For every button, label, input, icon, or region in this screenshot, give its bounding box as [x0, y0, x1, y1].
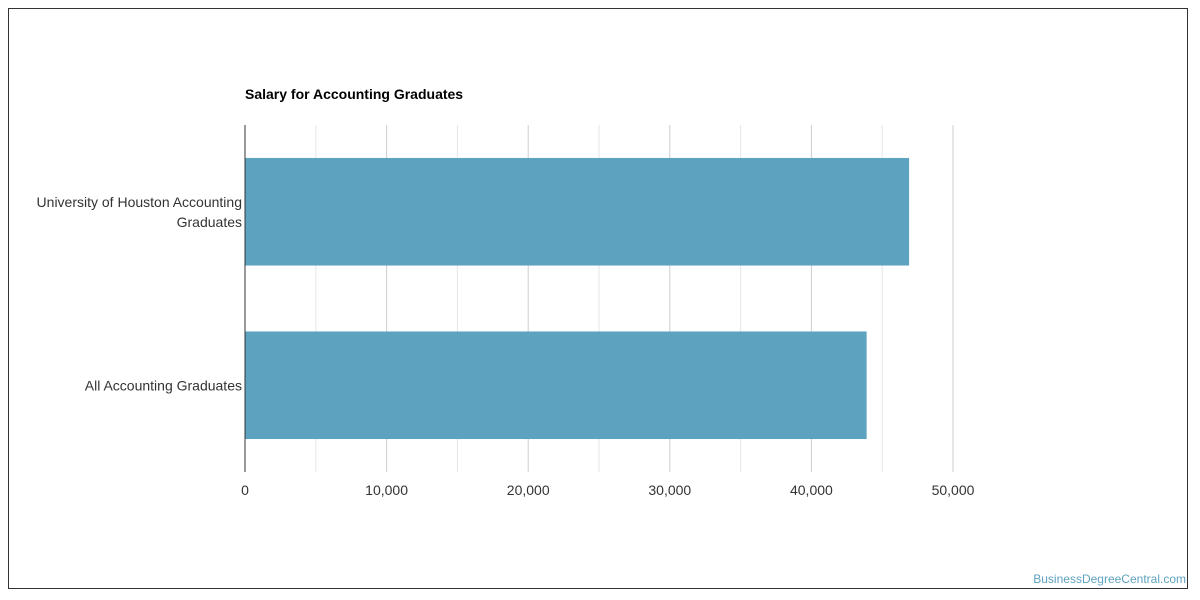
x-tick-label: 0	[241, 482, 249, 498]
chart-frame	[8, 8, 1188, 589]
bars	[245, 157, 910, 440]
chart-title: Salary for Accounting Graduates	[245, 86, 463, 102]
x-tick-label: 40,000	[790, 482, 833, 498]
x-tick-label: 30,000	[648, 482, 691, 498]
category-labels: University of Houston Accounting Graduate…	[37, 194, 242, 394]
category-label: Graduates	[177, 214, 242, 230]
x-tick-labels: 0 10,000 20,000 30,000 40,000 50,000	[241, 482, 975, 498]
x-tick-label: 10,000	[365, 482, 408, 498]
category-label: University of Houston Accounting	[37, 194, 242, 210]
x-tick-label: 50,000	[932, 482, 975, 498]
x-tick-label: 20,000	[507, 482, 550, 498]
category-label: All Accounting Graduates	[85, 377, 242, 393]
bar	[245, 157, 910, 266]
bar	[245, 331, 867, 440]
watermark-text: BusinessDegreeCentral.com	[1033, 572, 1186, 586]
